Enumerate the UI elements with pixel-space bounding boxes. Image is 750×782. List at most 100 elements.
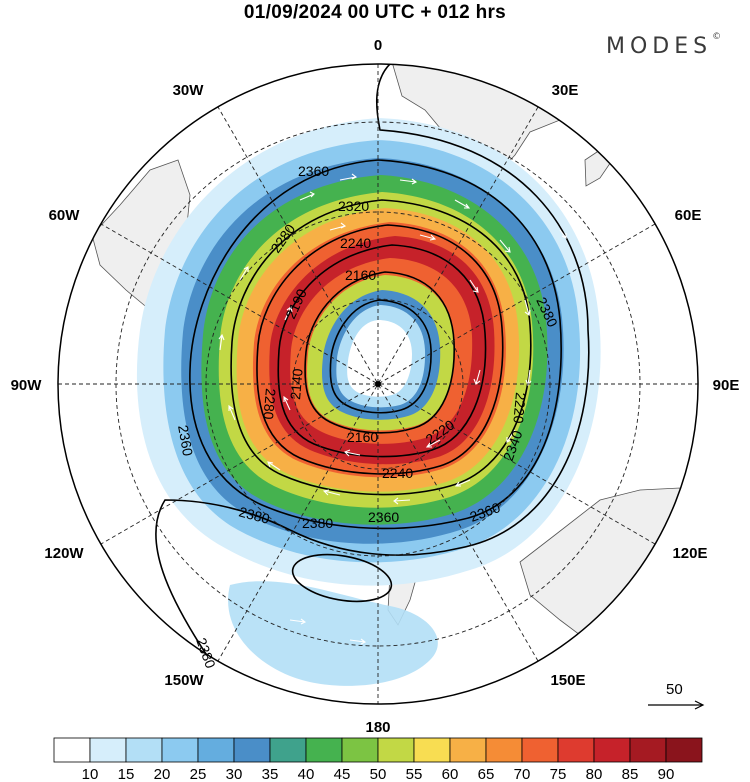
colorbar-swatch [233,737,271,763]
colorbar-tick-label: 20 [154,766,171,782]
contour-2380-closed [291,553,393,603]
colorbar-swatch [161,737,199,763]
contour-label: 2240 [340,235,371,251]
wind-vector [524,299,531,316]
colorbar-tick-label: 60 [442,766,459,782]
contour-2280 [256,224,504,475]
height-contours [155,64,590,661]
wind-vector [283,395,291,411]
pacific-wind-patch [228,581,438,686]
lon-label-30e: 30E [552,82,579,99]
copyright-mark: © [712,32,722,42]
wind-vector [218,333,225,351]
graticule [58,64,698,704]
lon-label-60w: 60W [49,207,81,224]
wind-vector [399,178,418,185]
reference-vector: 50 [648,681,705,710]
colorbar-swatch [269,737,307,763]
wind-vector [473,369,481,385]
meridian-30e-150w [217,106,539,662]
meridian-120e-60w [100,223,656,545]
wind-vector [499,239,511,253]
colorbar-tick-label: 30 [226,766,243,782]
colorbar-tick-label: 80 [586,766,603,782]
lon-label-90w: 90W [11,377,43,394]
contour-2140 [329,299,432,414]
contour-label: 2380 [237,503,271,527]
wind-vector [329,222,347,231]
contour-label: 2160 [347,429,378,445]
contour-2360 [189,159,562,530]
colorbar-tick-label: 90 [658,766,675,782]
colorbar-tick-label: 75 [550,766,567,782]
colorbar-swatch [305,737,343,763]
wind-vector [299,191,315,201]
wind-vector [525,369,532,387]
wind-vector [506,429,516,443]
lon-label-30w: 30W [173,82,205,99]
colorbar-tick-label: 35 [262,766,279,782]
colorbar-tick-label: 10 [82,766,99,782]
wind-vector [454,479,471,487]
lon-label-0: 0 [374,37,382,54]
contour-label: 2160 [345,267,376,283]
colorbar-swatch [557,737,595,763]
brand-logo: MODES© [606,32,722,59]
colorbar-tick-label: 40 [298,766,315,782]
madagascar-land [584,149,616,187]
colorbar-swatch [125,737,163,763]
wind-vector [344,449,361,457]
map-title: 01/09/2024 00 UTC + 012 hrs [243,2,507,23]
colorbar-swatch [341,737,379,763]
contour-label: 2320 [338,198,369,214]
colorbar-tick-label: 45 [334,766,351,782]
lon-label-150e: 150E [550,672,585,689]
colorbar-swatch [521,737,559,763]
wind-vector [419,234,437,241]
lon-label-180: 180 [365,719,390,736]
colorbar-tick-label: 55 [406,766,423,782]
colorbar-tick-label: 25 [190,766,207,782]
contour-label: 2280 [260,388,279,421]
lon-label-90e: 90E [713,377,740,394]
colorbar-tick-label: 70 [514,766,531,782]
wind-vector [349,638,367,645]
contour-label: 2360 [298,163,329,179]
colorbar-swatch [485,737,523,763]
contour-2320 [230,199,532,496]
colorbar-swatch [449,737,487,763]
wind-vector [322,489,341,496]
colorbar-tick-label: 65 [478,766,495,782]
contour-label: 2360 [368,509,399,525]
colorbar: 10 15 20 25 30 35 40 45 50 55 60 65 70 75 80 85 90 [53,737,703,782]
wind-vector [559,229,567,239]
lon-label-150w: 150W [164,672,204,689]
meridian-60e-120w [100,223,656,545]
contour-2190 [304,271,455,434]
colorbar-swatch [377,737,415,763]
colorbar-swatch [413,737,451,763]
polar-core [347,320,412,397]
contour-label: 2380 [193,636,219,671]
longitude-labels: 0 30E 60E 90E 120E 150E 180 150W 120W 90… [11,37,740,736]
colorbar-swatch [593,737,631,763]
lon-label-120w: 120W [44,545,84,562]
wind-vector [393,497,411,505]
lon-label-120e: 120E [672,545,707,562]
wind-vector [339,173,358,181]
colorbar-tick-label: 85 [622,766,639,782]
map-area [91,64,698,686]
south-pole-marker [375,381,381,387]
wind-vector [289,618,307,625]
contour-2380-outer [155,64,590,661]
colorbar-swatch [665,737,703,763]
contour-label: 2380 [302,515,333,531]
brand-name: MODES [606,34,713,59]
reference-vector-head [694,700,705,710]
reference-vector-label: 50 [666,681,683,698]
colorbar-swatch [197,737,235,763]
wind-vector [469,279,479,293]
contour-label: 2360 [175,424,196,458]
colorbar-swatch [89,737,127,763]
contour-label: 2140 [287,368,306,401]
